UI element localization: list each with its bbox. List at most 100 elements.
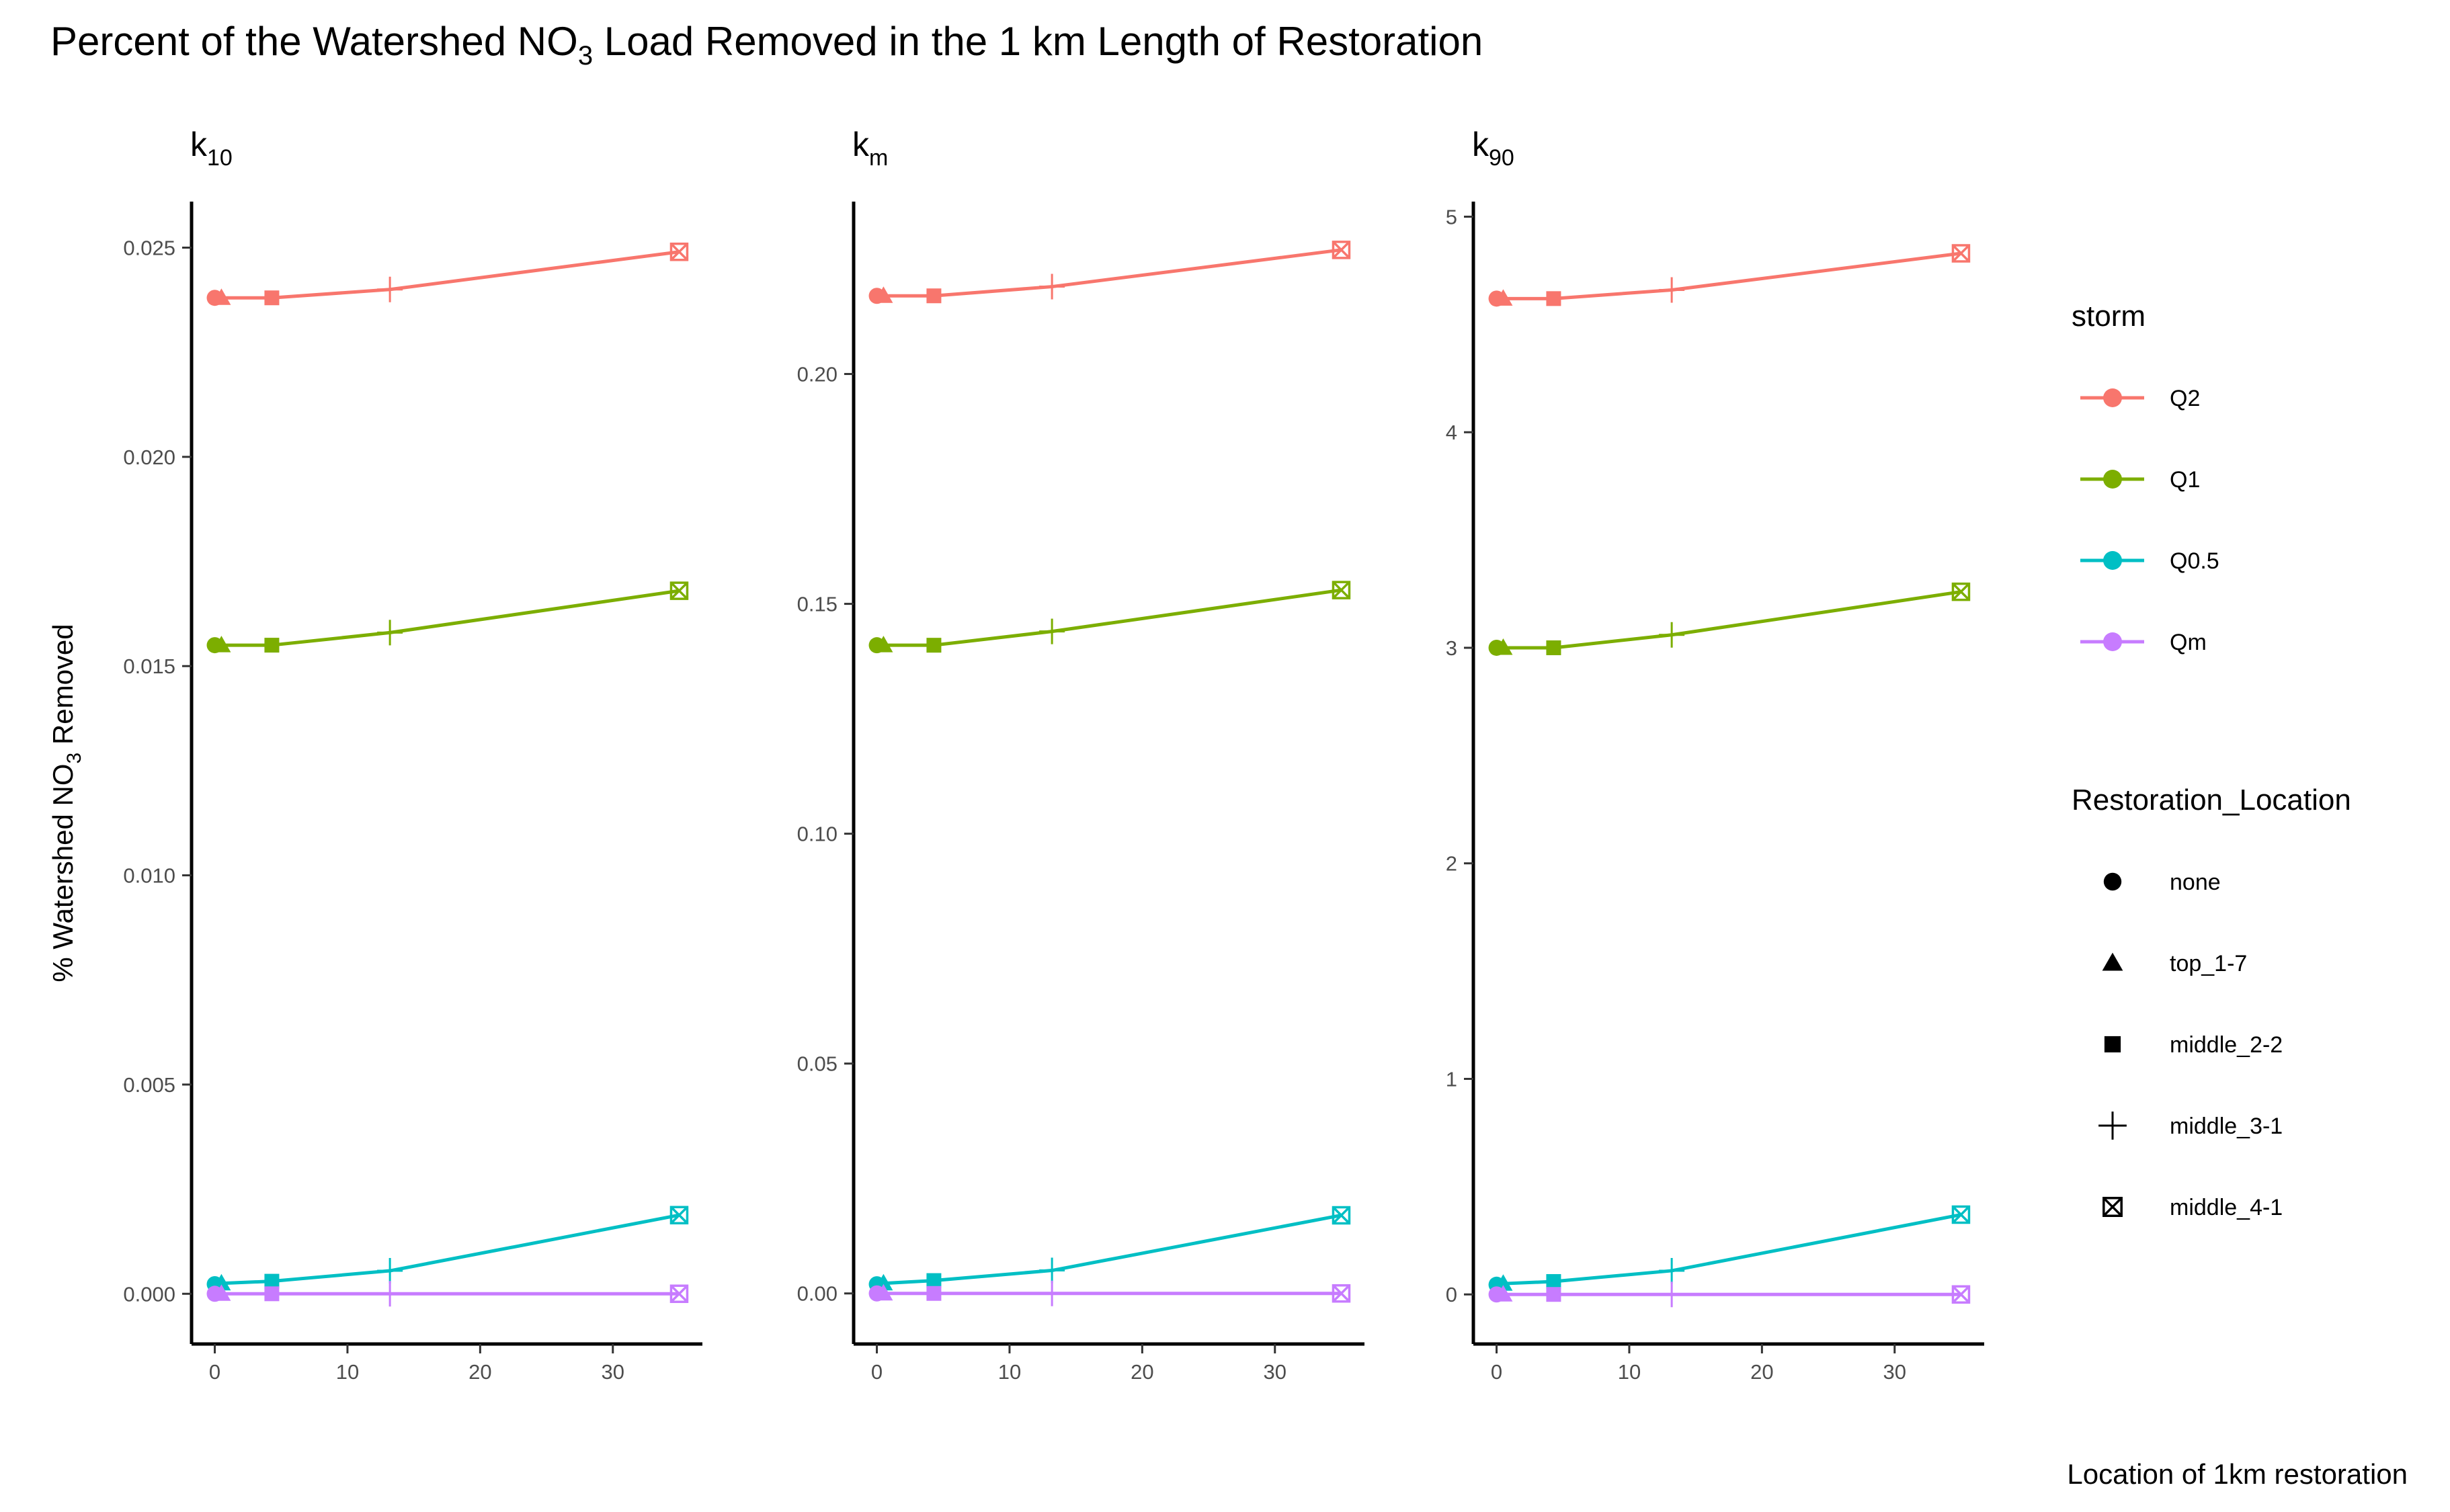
data-point-middle_2-2 (1546, 640, 1561, 655)
legend-marker (2102, 952, 2123, 971)
series-line (214, 589, 680, 647)
y-tick-label: 0.05 (797, 1052, 838, 1076)
legend-storm-items: Q2 Q1 Q0.5 Qm (2080, 386, 2219, 655)
legend-label: Qm (2170, 630, 2207, 655)
series-Q1 (868, 581, 1351, 654)
data-point-top_1-7 (212, 636, 231, 653)
data-point-middle_4-1 (1332, 241, 1351, 259)
legend-marker (2103, 470, 2122, 489)
data-point-middle_3-1 (1659, 1257, 1685, 1284)
y-tick-label: 0.000 (123, 1282, 175, 1306)
y-tick-label: 0.025 (123, 236, 175, 259)
legend-item-middle_4-1: middle_4-1 (2102, 1195, 2283, 1220)
x-tick-label: 0 (1491, 1360, 1502, 1384)
data-point-top_1-7 (1494, 289, 1513, 306)
y-tick-label: 0.005 (123, 1073, 175, 1097)
data-point-middle_2-2 (264, 1273, 280, 1289)
data-point-middle_2-2 (264, 1286, 280, 1302)
data-point-middle_2-2 (926, 638, 942, 653)
legend-item-Qm: Qm (2080, 630, 2207, 655)
legend-label: middle_4-1 (2170, 1195, 2283, 1220)
y-tick-label: 0 (1446, 1283, 1457, 1306)
data-point-middle_3-1 (377, 1281, 403, 1307)
legend-marker (2103, 388, 2122, 407)
data-point-middle_3-1 (377, 620, 403, 646)
series-Qm (868, 1280, 1351, 1306)
series-Q2 (868, 241, 1351, 304)
series-line (876, 248, 1342, 298)
data-point-middle_2-2 (1546, 1287, 1561, 1302)
x-tick-label: 30 (1264, 1360, 1287, 1384)
series-Qm (206, 1281, 689, 1307)
legend-label: Q1 (2170, 467, 2200, 493)
legend-marker (2104, 1036, 2121, 1053)
x-tick-label: 10 (336, 1360, 359, 1384)
series-Q1 (206, 581, 689, 654)
legend-label: none (2170, 870, 2221, 895)
series-line (1496, 251, 1961, 300)
y-tick-label: 0.15 (797, 593, 838, 616)
series-line (1496, 590, 1961, 650)
series-Q0.5 (868, 1206, 1351, 1293)
legend-item-Q1: Q1 (2080, 467, 2200, 493)
data-point-middle_2-2 (1546, 1273, 1561, 1289)
legend-title-storm: storm (2072, 300, 2146, 333)
x-tick-label: 20 (468, 1360, 491, 1384)
chart-title: Percent of the Watershed NO3 Load Remove… (50, 19, 1483, 71)
legend-title-location: Restoration_Location (2072, 784, 2351, 816)
legend-item-none: none (2103, 870, 2221, 895)
legend-label: middle_2-2 (2170, 1032, 2283, 1058)
legend-marker (2102, 1197, 2123, 1217)
series-line (214, 1213, 680, 1286)
series-line (876, 588, 1342, 647)
series-Q0.5 (206, 1206, 689, 1292)
y-tick-label: 4 (1446, 421, 1457, 444)
panel-3: k90 0 1 2 3 4 5 0 10 20 30 (1446, 126, 1984, 1384)
y-tick-label: 1 (1446, 1067, 1457, 1091)
data-point-middle_3-1 (1039, 1257, 1065, 1284)
data-point-middle_3-1 (1039, 1280, 1065, 1306)
legend-label: Q2 (2170, 386, 2200, 411)
y-tick-label: 2 (1446, 852, 1457, 876)
y-tick-label: 3 (1446, 636, 1457, 660)
data-point-middle_4-1 (669, 581, 689, 600)
series-Q0.5 (1488, 1205, 1971, 1293)
x-tick-label: 20 (1131, 1360, 1153, 1384)
legend-label: Q0.5 (2170, 548, 2219, 574)
data-point-top_1-7 (874, 1284, 893, 1301)
legend-location-items: none top_1-7 middle_2-2 middle_3-1 middle_4-… (2098, 870, 2283, 1220)
legend-label: middle_3-1 (2170, 1114, 2283, 1139)
legend-item-Q2: Q2 (2080, 386, 2200, 411)
x-tick-label: 10 (998, 1360, 1021, 1384)
series-Q2 (1488, 244, 1971, 307)
data-point-top_1-7 (874, 286, 893, 303)
x-tick-label: 0 (209, 1360, 220, 1384)
data-point-middle_4-1 (1951, 1205, 1971, 1224)
data-point-top_1-7 (874, 636, 893, 653)
data-point-middle_4-1 (1951, 582, 1971, 601)
legend-item-Q0.5: Q0.5 (2080, 548, 2219, 574)
data-point-middle_3-1 (1039, 274, 1065, 300)
legend-marker (2103, 632, 2122, 651)
x-tick-label: 30 (602, 1360, 624, 1384)
data-point-middle_4-1 (1332, 1284, 1351, 1303)
data-point-top_1-7 (1494, 638, 1513, 655)
data-point-top_1-7 (212, 1284, 231, 1301)
data-point-top_1-7 (1494, 1285, 1513, 1302)
legend-label: top_1-7 (2170, 951, 2247, 976)
x-axis-title: Location of 1km restoration (2067, 1458, 2408, 1490)
y-tick-label: 0.00 (797, 1282, 838, 1306)
series-Qm (1488, 1282, 1971, 1308)
data-point-middle_2-2 (264, 290, 280, 306)
data-point-middle_3-1 (377, 276, 403, 302)
data-point-middle_3-1 (1659, 1282, 1685, 1308)
data-point-top_1-7 (1494, 1274, 1513, 1291)
data-point-middle_4-1 (1951, 244, 1971, 263)
y-tick-label: 0.010 (123, 864, 175, 888)
y-tick-label: 0.20 (797, 363, 838, 386)
legend-marker (2103, 872, 2122, 891)
y-axis-title: % Watershed NO3 Removed (47, 624, 85, 982)
y-tick-label: 0.020 (123, 446, 175, 469)
